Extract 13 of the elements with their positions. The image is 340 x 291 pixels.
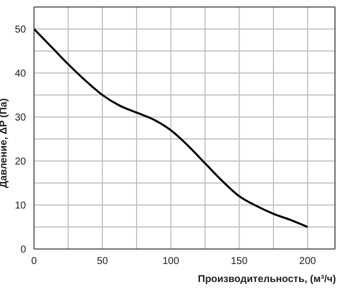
x-tick-label: 0 xyxy=(31,256,38,268)
line-series xyxy=(34,28,309,228)
y-tick-label: 40 xyxy=(14,68,26,80)
y-tick-label: 10 xyxy=(14,200,26,212)
x-tick-label: 100 xyxy=(162,256,180,268)
y-tick-label: 20 xyxy=(14,156,26,168)
y-tick-label: 0 xyxy=(20,244,26,256)
y-tick-label: 30 xyxy=(14,112,26,124)
x-tick-label: 150 xyxy=(230,256,248,268)
x-axis-title: Производительность, (м³/ч) xyxy=(198,274,336,285)
x-tick-label: 50 xyxy=(96,256,108,268)
x-tick-label: 200 xyxy=(299,256,316,268)
y-tick-label: 50 xyxy=(14,24,26,36)
